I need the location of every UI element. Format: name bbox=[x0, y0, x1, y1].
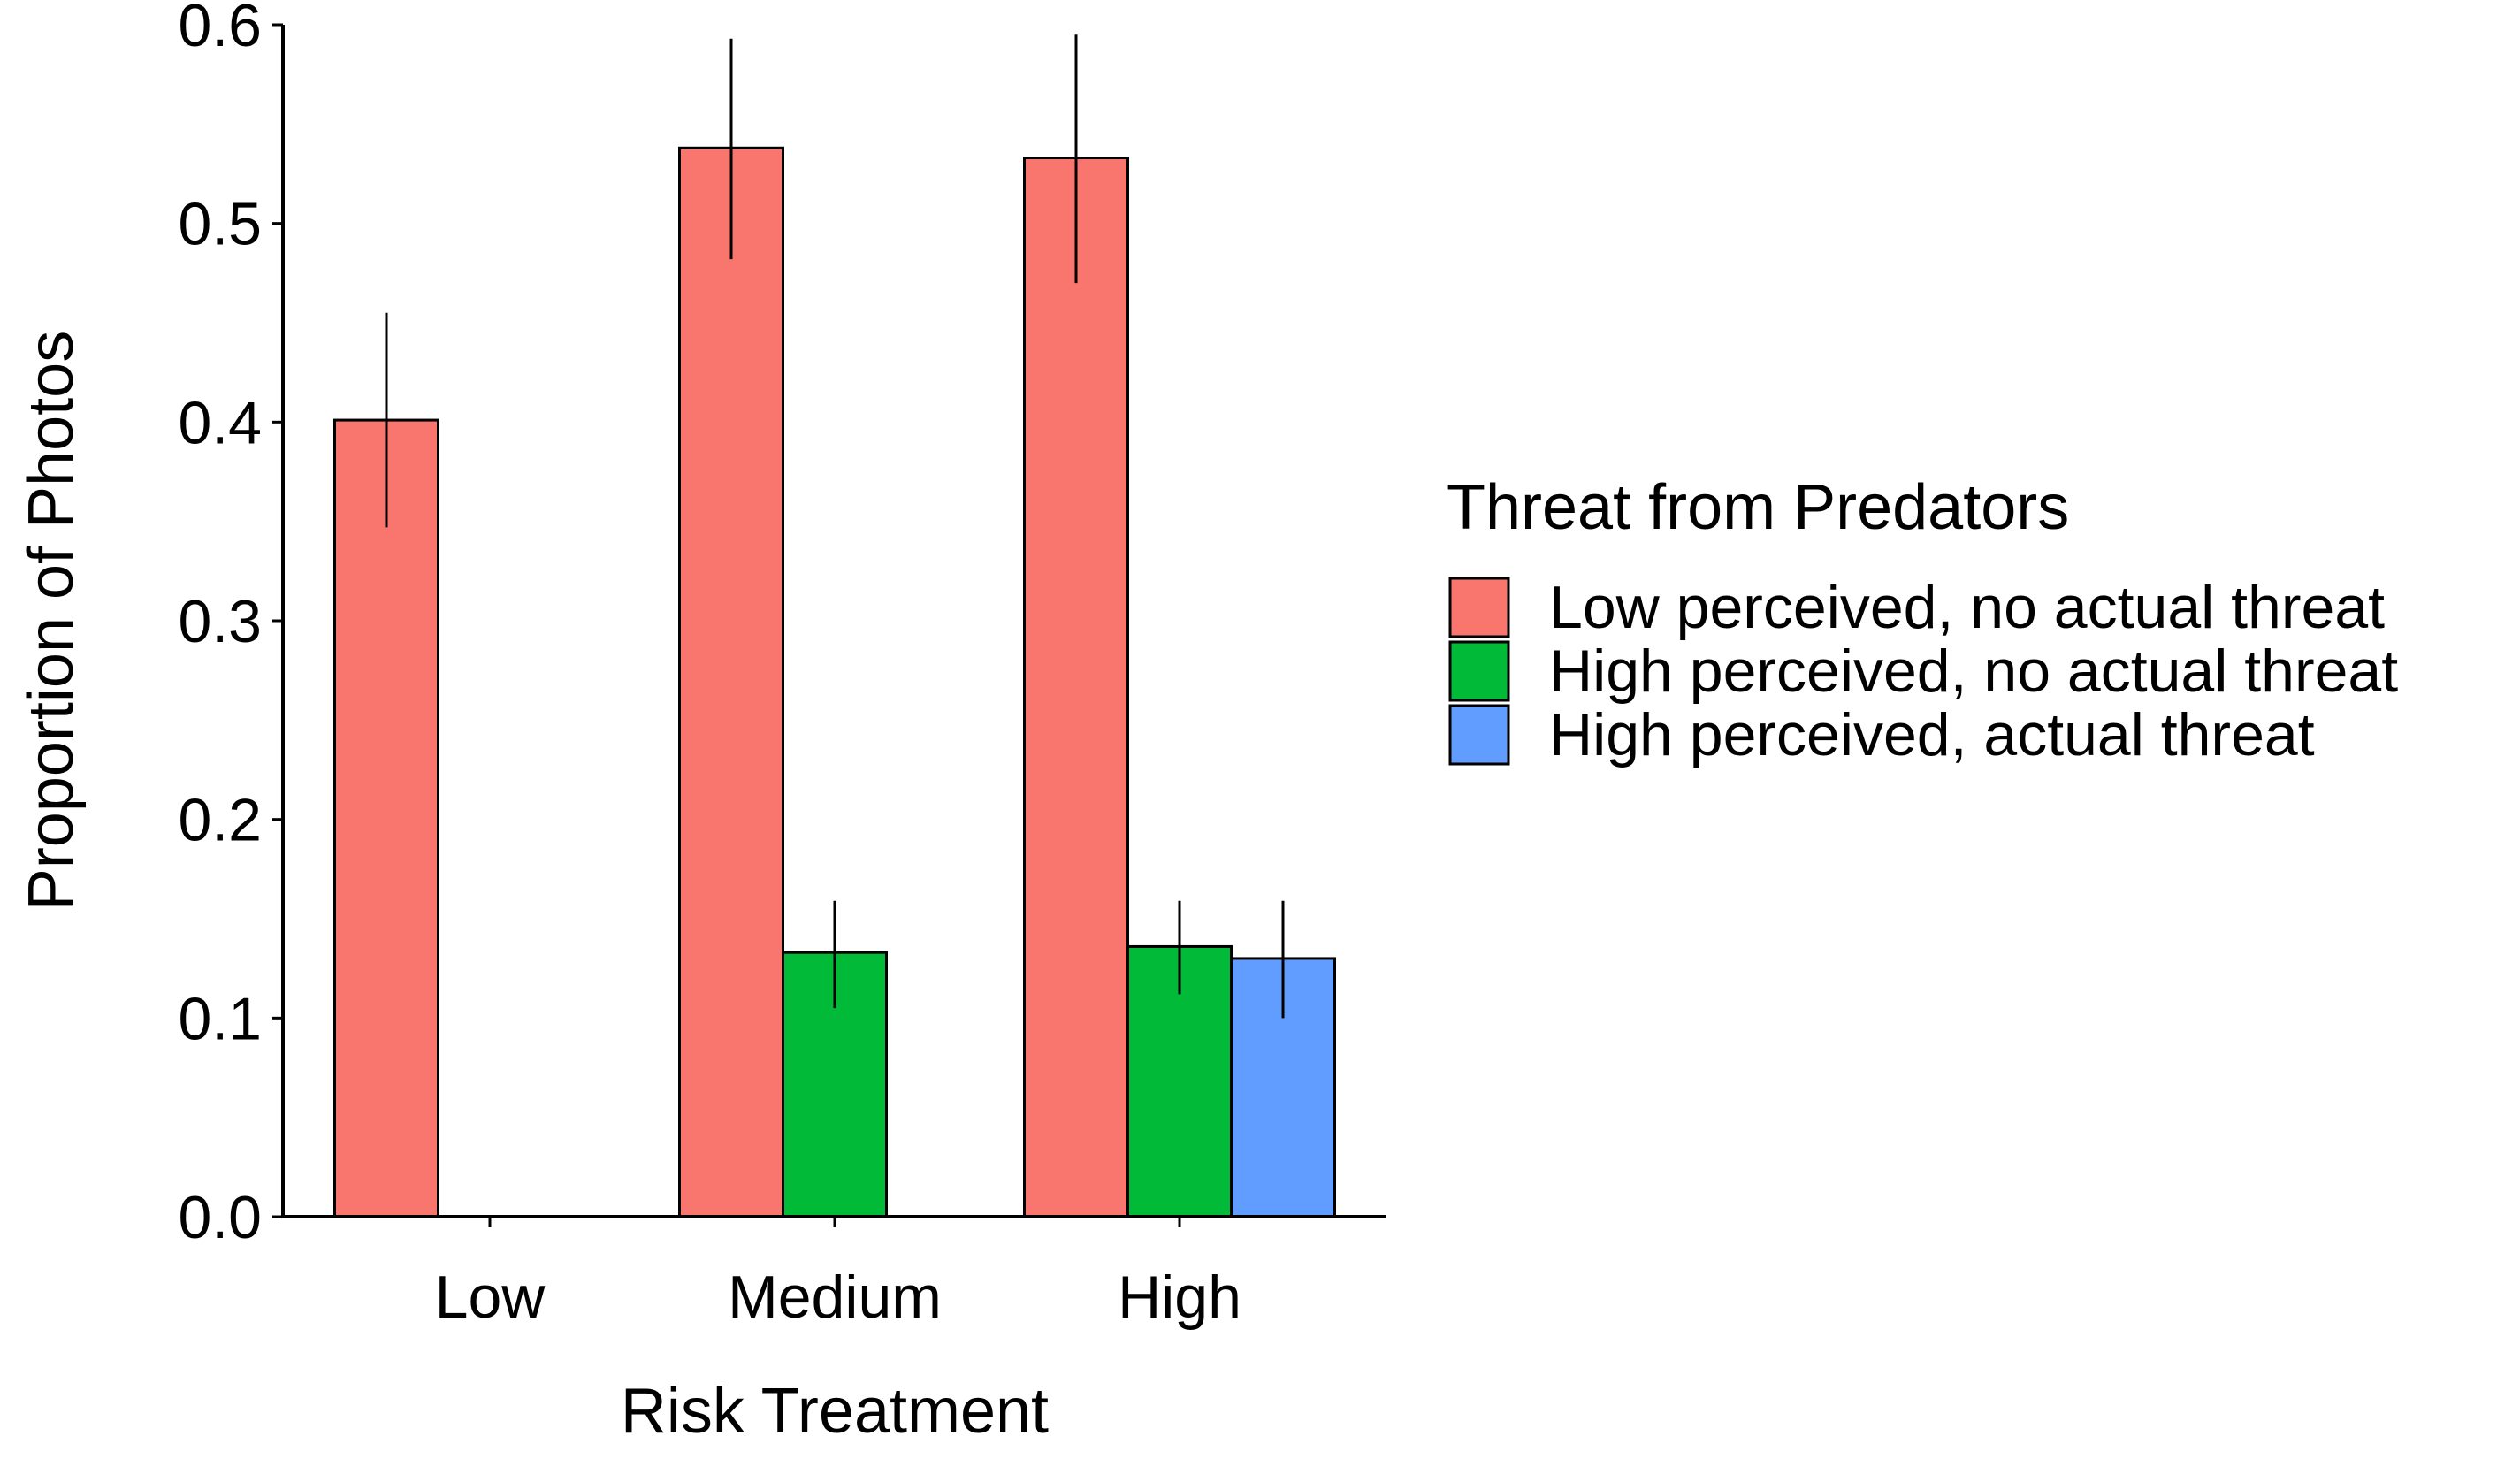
x-tick-label: High bbox=[1118, 1264, 1241, 1331]
y-axis-title: Proportion of Photos bbox=[16, 331, 87, 911]
x-axis-title: Risk Treatment bbox=[621, 1376, 1049, 1447]
y-tick-label: 0.3 bbox=[178, 588, 262, 655]
legend: Threat from Predators Low perceived, no … bbox=[1447, 472, 2398, 768]
y-tick-label: 0.4 bbox=[178, 389, 262, 456]
y-tick-label: 0.2 bbox=[178, 787, 262, 854]
y-tick-label: 0.0 bbox=[178, 1184, 262, 1251]
x-tick-label: Medium bbox=[728, 1264, 942, 1331]
legend-label-series-3: High perceived, actual threat bbox=[1549, 701, 2315, 768]
legend-key-series-2 bbox=[1448, 640, 1510, 702]
bars-layer bbox=[333, 146, 1336, 1218]
y-tick-label: 0.5 bbox=[178, 191, 262, 258]
error-bars-layer bbox=[385, 34, 1285, 1019]
x-tick-label: Low bbox=[435, 1264, 546, 1331]
legend-key-series-1 bbox=[1448, 577, 1510, 638]
legend-label-series-2: High perceived, no actual threat bbox=[1549, 638, 2398, 705]
legend-title: Threat from Predators bbox=[1447, 472, 2069, 543]
bar-low-series-1 bbox=[333, 418, 439, 1218]
legend-key-series-3 bbox=[1448, 704, 1510, 766]
y-ticks-layer: 0.0 0.1 0.2 0.3 0.4 0.5 0.6 bbox=[178, 0, 283, 1251]
x-ticks-layer: Low Medium High bbox=[435, 1217, 1241, 1331]
bar-high-series-1 bbox=[1023, 157, 1129, 1218]
legend-label-series-1: Low perceived, no actual threat bbox=[1549, 574, 2385, 641]
bar-medium-series-1 bbox=[678, 146, 784, 1218]
y-tick-label: 0.6 bbox=[178, 0, 262, 59]
y-tick-label: 0.1 bbox=[178, 985, 262, 1052]
